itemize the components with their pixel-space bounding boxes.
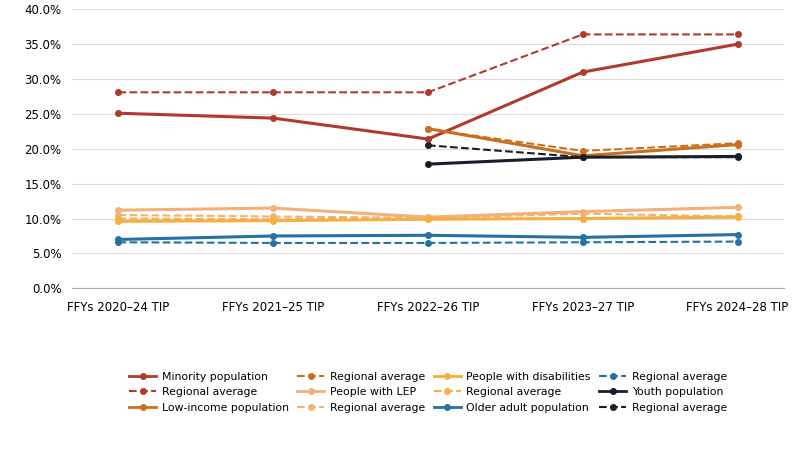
Legend: Minority population, Regional average, Low-income population, Regional average, : Minority population, Regional average, L…: [129, 372, 727, 412]
